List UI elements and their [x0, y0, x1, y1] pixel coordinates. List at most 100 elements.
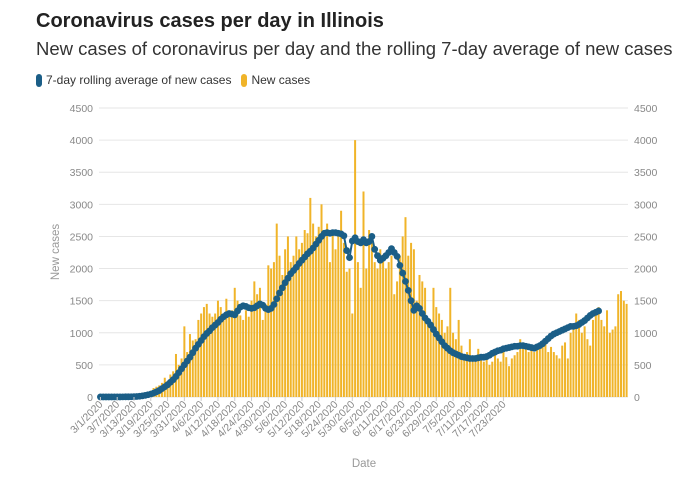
bar[interactable] [334, 249, 337, 397]
bar[interactable] [177, 364, 180, 397]
line-point[interactable] [270, 301, 278, 308]
line-point[interactable] [365, 238, 373, 245]
bar[interactable] [488, 364, 491, 397]
bar[interactable] [314, 236, 317, 397]
bar[interactable] [463, 355, 466, 397]
bar[interactable] [608, 332, 611, 397]
line-point[interactable] [371, 245, 379, 253]
bar[interactable] [586, 339, 589, 397]
bar[interactable] [594, 313, 597, 397]
bar[interactable] [396, 281, 399, 397]
bar[interactable] [519, 339, 522, 397]
bar[interactable] [180, 358, 183, 397]
bar[interactable] [261, 319, 264, 397]
bar[interactable] [443, 332, 446, 397]
bar[interactable] [356, 262, 359, 397]
bar[interactable] [278, 255, 281, 397]
bar[interactable] [421, 281, 424, 397]
bar[interactable] [432, 287, 435, 397]
line-point[interactable] [396, 261, 404, 269]
bar[interactable] [214, 313, 217, 397]
legend-item-new-cases[interactable]: New cases [241, 73, 310, 87]
bar[interactable] [407, 255, 410, 397]
bar[interactable] [600, 319, 603, 397]
bar[interactable] [216, 300, 219, 397]
bar[interactable] [622, 300, 625, 397]
bar[interactable] [384, 268, 387, 397]
bar[interactable] [328, 262, 331, 397]
bar[interactable] [222, 316, 225, 397]
bar[interactable] [370, 242, 373, 397]
bar[interactable] [566, 358, 569, 397]
bar[interactable] [552, 352, 555, 397]
bar[interactable] [435, 307, 438, 397]
bar[interactable] [368, 230, 371, 397]
bar[interactable] [569, 332, 572, 397]
bar[interactable] [401, 236, 404, 397]
bar[interactable] [306, 233, 309, 397]
line-point[interactable] [276, 289, 283, 297]
bar[interactable] [289, 262, 292, 397]
bar[interactable] [583, 326, 586, 397]
bar[interactable] [558, 358, 561, 397]
bar[interactable] [575, 313, 578, 397]
bar[interactable] [496, 358, 499, 397]
bar[interactable] [550, 346, 553, 397]
bar[interactable] [460, 345, 463, 397]
line-point[interactable] [402, 278, 409, 285]
bar[interactable] [580, 332, 583, 397]
bar[interactable] [426, 319, 429, 397]
bar[interactable] [295, 236, 298, 397]
bar[interactable] [382, 255, 385, 397]
bar[interactable] [300, 242, 303, 397]
bar[interactable] [415, 300, 418, 397]
bar[interactable] [376, 268, 379, 397]
bar[interactable] [625, 303, 628, 397]
bar[interactable] [516, 352, 519, 397]
bar[interactable] [323, 230, 326, 397]
bar[interactable] [393, 294, 396, 397]
bar[interactable] [502, 352, 505, 397]
line-point[interactable] [595, 307, 603, 315]
bar[interactable] [544, 339, 547, 397]
bar[interactable] [508, 366, 511, 397]
bar[interactable] [230, 310, 233, 397]
bar[interactable] [166, 380, 169, 397]
bar[interactable] [510, 358, 513, 397]
bar[interactable] [225, 298, 228, 397]
bar[interactable] [197, 319, 200, 397]
bar[interactable] [202, 307, 205, 397]
bar[interactable] [373, 262, 376, 397]
bar[interactable] [359, 287, 362, 397]
bar[interactable] [247, 316, 250, 397]
bar[interactable] [620, 291, 623, 397]
bar[interactable] [286, 236, 289, 397]
bar[interactable] [365, 268, 368, 397]
bar[interactable] [351, 313, 354, 397]
bar[interactable] [533, 352, 536, 397]
bar[interactable] [485, 355, 488, 397]
bar[interactable] [597, 307, 600, 397]
bar[interactable] [614, 326, 617, 397]
bar[interactable] [298, 249, 301, 397]
bar[interactable] [275, 223, 278, 397]
bar[interactable] [205, 303, 208, 397]
bar[interactable] [505, 357, 508, 397]
line-point[interactable] [340, 232, 348, 240]
bar[interactable] [398, 255, 401, 397]
bar[interactable] [429, 326, 432, 397]
bar[interactable] [191, 340, 194, 397]
line-point[interactable] [399, 269, 407, 277]
bar[interactable] [440, 319, 443, 397]
bar[interactable] [208, 313, 211, 397]
line-point[interactable] [416, 304, 423, 312]
line-point[interactable] [346, 254, 353, 262]
bar[interactable] [606, 310, 609, 397]
bar[interactable] [530, 348, 533, 397]
line-point[interactable] [393, 252, 401, 260]
bar[interactable] [412, 249, 415, 397]
bar[interactable] [242, 319, 245, 397]
bar[interactable] [538, 345, 541, 397]
bar[interactable] [312, 223, 315, 397]
line-point[interactable] [273, 295, 281, 303]
